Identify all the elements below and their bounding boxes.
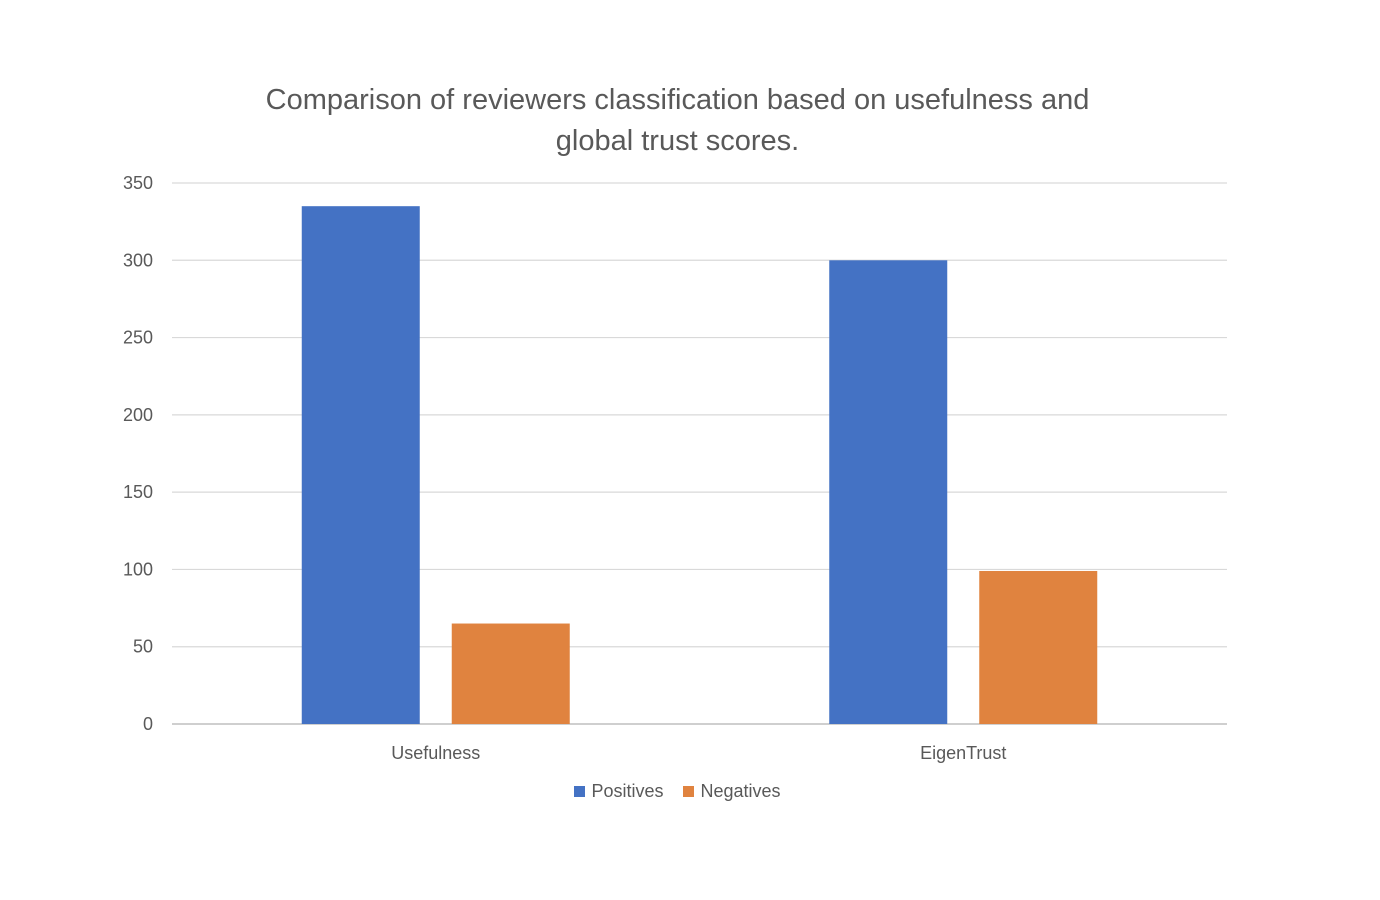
bar-negatives-eigentrust bbox=[979, 570, 1098, 724]
x-category-label: Usefulness bbox=[391, 743, 480, 763]
bar-negatives-usefulness bbox=[451, 623, 570, 724]
y-tick-label: 300 bbox=[123, 250, 153, 270]
x-axis-category-labels: Usefulness EigenTrust bbox=[391, 743, 1006, 763]
x-category-label: EigenTrust bbox=[920, 743, 1006, 763]
chart-title-line-2: global trust scores. bbox=[555, 125, 800, 157]
bar-positives-usefulness bbox=[301, 206, 420, 724]
y-tick-label: 150 bbox=[123, 482, 153, 502]
legend-swatch bbox=[574, 786, 586, 797]
chart-title-line-1: Comparison of reviewers classification b… bbox=[265, 84, 1090, 116]
y-axis-tick-labels: 0 50 100 150 200 250 300 350 bbox=[123, 173, 153, 734]
legend-label: Negatives bbox=[700, 781, 781, 801]
legend-item-positives: Positives bbox=[574, 781, 663, 802]
chart-title: Comparison of reviewers classification b… bbox=[0, 80, 1355, 162]
bars bbox=[301, 206, 1098, 724]
y-tick-label: 50 bbox=[133, 637, 153, 657]
legend-swatch bbox=[683, 786, 695, 797]
y-tick-label: 250 bbox=[123, 328, 153, 348]
y-tick-label: 200 bbox=[123, 405, 153, 425]
chart-legend: Positives Negatives bbox=[0, 781, 1355, 802]
y-tick-label: 350 bbox=[123, 173, 153, 193]
bar-positives-eigentrust bbox=[829, 260, 948, 724]
legend-label: Positives bbox=[591, 781, 664, 801]
y-tick-label: 100 bbox=[123, 559, 153, 579]
y-tick-label: 0 bbox=[143, 714, 153, 734]
legend-item-negatives: Negatives bbox=[683, 781, 781, 802]
